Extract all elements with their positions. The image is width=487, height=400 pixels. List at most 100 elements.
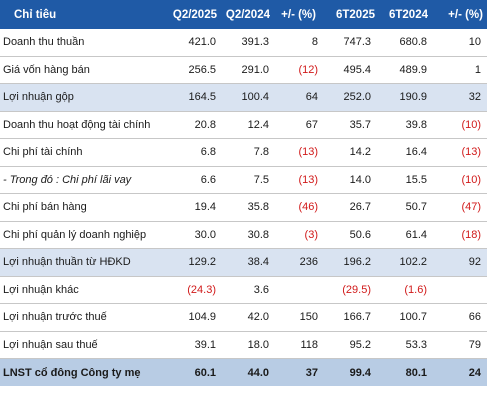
6t2024-value: 190.9 (379, 83, 432, 112)
6t-change-value: 1 (432, 56, 487, 84)
table-row: Lợi nhuận trước thuế 104.9 42.0 150 166.7 100… (0, 303, 487, 332)
row-label: LNST cổ đông Công ty mẹ (0, 358, 168, 386)
q-change-value: 37 (274, 358, 324, 386)
q2-2024-value: 7.5 (221, 166, 274, 194)
header-6t2024: 6T2024 (379, 0, 432, 29)
6t2024-value: 102.2 (379, 248, 432, 277)
6t2024-value: 61.4 (379, 221, 432, 249)
row-label: Doanh thu hoạt động tài chính (0, 111, 168, 139)
q2-2025-value: 20.8 (168, 111, 221, 139)
table-row: Doanh thu hoạt động tài chính 20.8 12.4 67 3… (0, 111, 487, 139)
6t-change-value: 66 (432, 303, 487, 332)
6t2024-value: (1.6) (379, 276, 432, 304)
q2-2025-value: 129.2 (168, 248, 221, 277)
table-row: Lợi nhuận gộp 164.5 100.4 64 252.0 190.9 32 (0, 83, 487, 112)
6t2024-value: 39.8 (379, 111, 432, 139)
table-row: Chi phí tài chính 6.8 7.8 (13) 14.2 16.4 (13) (0, 138, 487, 167)
q-change-value: 64 (274, 83, 324, 112)
6t2024-value: 80.1 (379, 358, 432, 386)
q-change-value: (13) (274, 138, 324, 167)
table-row: Giá vốn hàng bán 256.5 291.0 (12) 495.4 489.9… (0, 56, 487, 84)
6t2024-value: 489.9 (379, 56, 432, 84)
table-row: Doanh thu thuần 421.0 391.3 8 747.3 680.8 10 (0, 29, 487, 57)
6t-change-value (432, 276, 487, 304)
q2-2024-value: 18.0 (221, 331, 274, 359)
header-6t2025: 6T2025 (324, 0, 379, 29)
6t-change-value: 79 (432, 331, 487, 359)
6t2024-value: 16.4 (379, 138, 432, 167)
6t2025-value: 747.3 (324, 29, 379, 57)
q-change-value: 236 (274, 248, 324, 277)
6t2025-value: 495.4 (324, 56, 379, 84)
row-label: Lợi nhuận khác (0, 276, 168, 304)
q2-2025-value: 19.4 (168, 193, 221, 222)
q2-2025-value: 256.5 (168, 56, 221, 84)
q2-2024-value: 44.0 (221, 358, 274, 386)
6t2025-value: 35.7 (324, 111, 379, 139)
6t2025-value: 14.0 (324, 166, 379, 194)
q2-2024-value: 12.4 (221, 111, 274, 139)
6t2025-value: 99.4 (324, 358, 379, 386)
q2-2024-value: 391.3 (221, 29, 274, 57)
6t-change-value: (18) (432, 221, 487, 249)
row-label: Chi phí tài chính (0, 138, 168, 167)
q2-2025-value: 30.0 (168, 221, 221, 249)
q-change-value (274, 276, 324, 304)
row-label: Lợi nhuận gộp (0, 83, 168, 112)
q-change-value: (3) (274, 221, 324, 249)
6t2025-value: 166.7 (324, 303, 379, 332)
q2-2025-value: 6.6 (168, 166, 221, 194)
table-row: LNST cổ đông Công ty mẹ 60.1 44.0 37 99.4 80.… (0, 358, 487, 386)
q2-2024-value: 7.8 (221, 138, 274, 167)
row-label: Chi phí quản lý doanh nghiệp (0, 221, 168, 249)
q-change-value: 118 (274, 331, 324, 359)
6t-change-value: 24 (432, 358, 487, 386)
6t2024-value: 15.5 (379, 166, 432, 194)
q2-2024-value: 35.8 (221, 193, 274, 222)
6t2025-value: 95.2 (324, 331, 379, 359)
row-label: - Trong đó : Chi phí lãi vay (0, 166, 168, 194)
header-q2-2025: Q2/2025 (168, 0, 221, 29)
header-q-change: +/- (%) (274, 0, 324, 29)
q2-2024-value: 3.6 (221, 276, 274, 304)
row-label: Giá vốn hàng bán (0, 56, 168, 84)
q2-2025-value: 39.1 (168, 331, 221, 359)
q2-2024-value: 30.8 (221, 221, 274, 249)
financial-summary-table: Chỉ tiêu Q2/2025 Q2/2024 +/- (%) 6T2025 … (0, 0, 487, 386)
header-q2-2024: Q2/2024 (221, 0, 274, 29)
6t2025-value: 50.6 (324, 221, 379, 249)
6t-change-value: 10 (432, 29, 487, 57)
q2-2025-value: 104.9 (168, 303, 221, 332)
6t-change-value: (10) (432, 111, 487, 139)
q-change-value: 150 (274, 303, 324, 332)
table-row: Lợi nhuận thuần từ HĐKD 129.2 38.4 236 196.2… (0, 248, 487, 277)
q2-2025-value: 60.1 (168, 358, 221, 386)
q2-2025-value: (24.3) (168, 276, 221, 304)
6t2025-value: 26.7 (324, 193, 379, 222)
6t2025-value: 196.2 (324, 248, 379, 277)
row-label: Lợi nhuận sau thuế (0, 331, 168, 359)
table-row: Lợi nhuận sau thuế 39.1 18.0 118 95.2 53.3 79 (0, 331, 487, 359)
6t2024-value: 53.3 (379, 331, 432, 359)
q-change-value: (46) (274, 193, 324, 222)
q-change-value: (13) (274, 166, 324, 194)
6t-change-value: (13) (432, 138, 487, 167)
q2-2025-value: 164.5 (168, 83, 221, 112)
table-row: Chi phí bán hàng 19.4 35.8 (46) 26.7 50.7 (47) (0, 193, 487, 222)
q2-2024-value: 100.4 (221, 83, 274, 112)
q-change-value: (12) (274, 56, 324, 84)
q-change-value: 8 (274, 29, 324, 57)
q2-2025-value: 421.0 (168, 29, 221, 57)
header-row: Chỉ tiêu Q2/2025 Q2/2024 +/- (%) 6T2025 … (0, 0, 487, 29)
6t2025-value: (29.5) (324, 276, 379, 304)
q2-2024-value: 42.0 (221, 303, 274, 332)
6t2024-value: 100.7 (379, 303, 432, 332)
6t-change-value: (47) (432, 193, 487, 222)
q2-2024-value: 38.4 (221, 248, 274, 277)
row-label: Lợi nhuận trước thuế (0, 303, 168, 332)
row-label: Doanh thu thuần (0, 29, 168, 57)
table-row: Lợi nhuận khác (24.3) 3.6 (29.5) (1.6) (0, 276, 487, 304)
6t2025-value: 252.0 (324, 83, 379, 112)
header-label: Chỉ tiêu (0, 0, 168, 29)
header-6t-change: +/- (%) (432, 0, 487, 29)
